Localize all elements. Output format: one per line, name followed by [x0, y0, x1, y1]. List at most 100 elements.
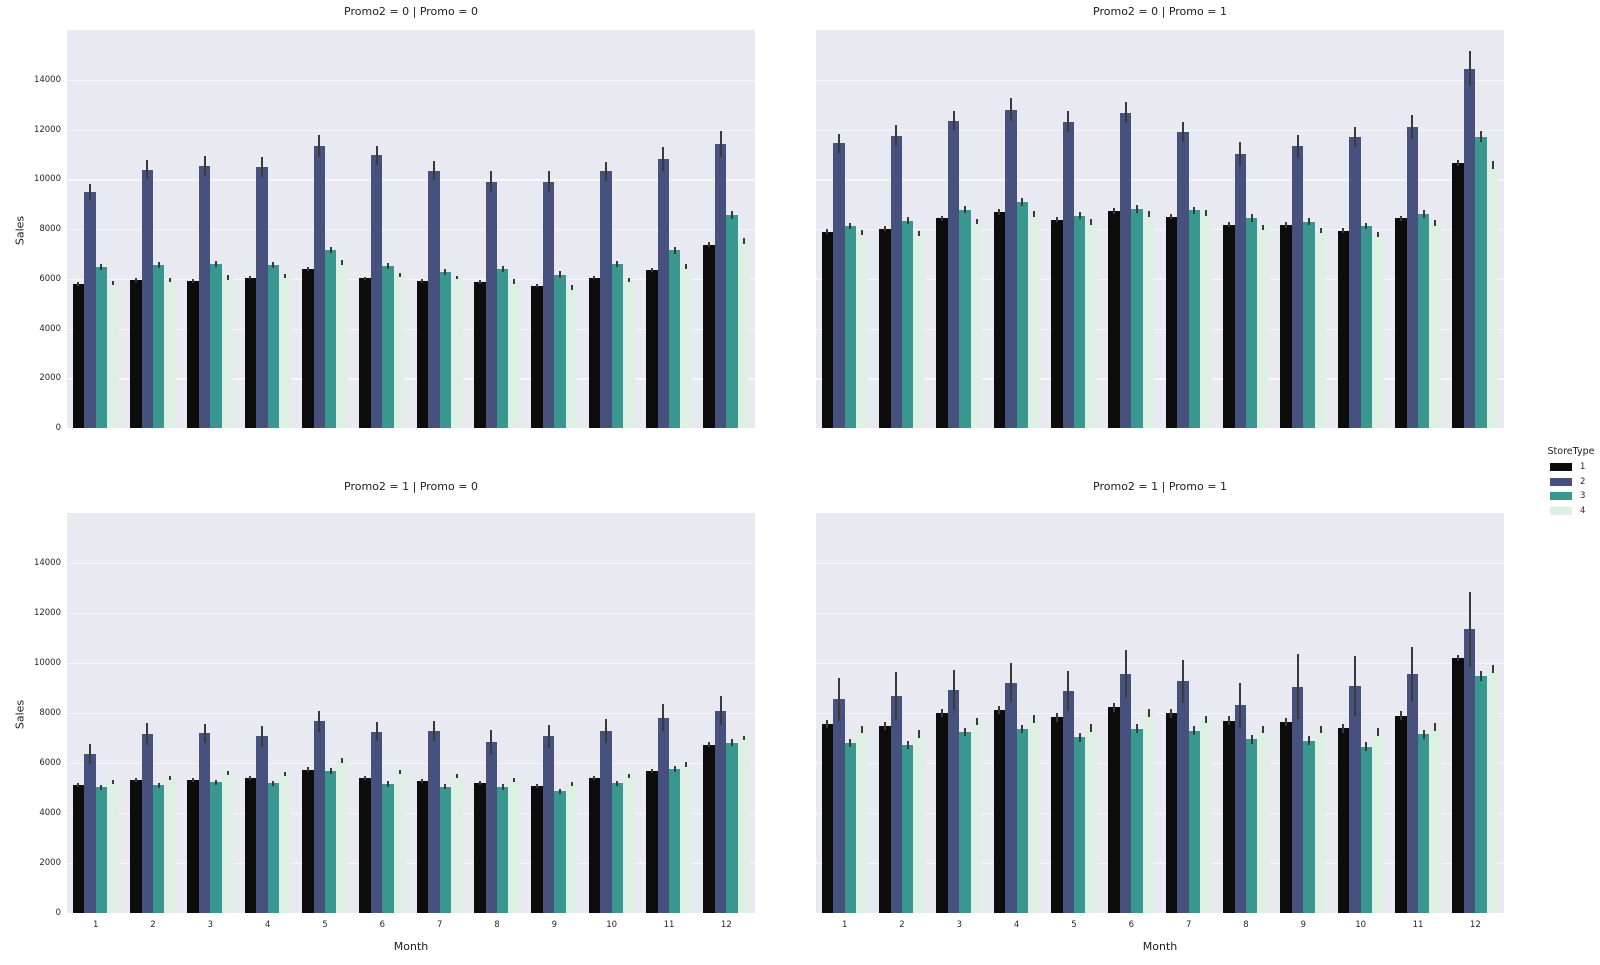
bar-storetype3-month6	[382, 265, 394, 428]
error-bar-storetype4-month11	[685, 264, 688, 270]
bar-storetype2-month2	[141, 169, 153, 428]
error-bar-storetype3-month8	[1250, 214, 1253, 223]
bar-storetype1-month5	[302, 769, 314, 913]
error-bar-storetype3-month9	[559, 271, 562, 278]
error-bar-storetype3-month10	[1365, 742, 1368, 752]
error-bar-storetype3-month12	[731, 739, 734, 747]
bar-storetype4-month5	[1085, 727, 1097, 913]
bar-storetype2-month8	[1234, 705, 1246, 913]
y-tick-label-14000: 14000	[33, 74, 61, 85]
bar-storetype3-month4	[267, 783, 280, 913]
gridline-8000	[67, 229, 755, 231]
error-bar-storetype1-month8	[478, 781, 481, 786]
bar-storetype2-month2	[141, 733, 153, 913]
error-bar-storetype3-month10	[616, 260, 619, 267]
error-bar-storetype4-month3	[226, 275, 229, 280]
bar-storetype3-month2	[153, 264, 165, 428]
bar-storetype3-month11	[1418, 213, 1430, 428]
bar-storetype3-month7	[439, 786, 452, 913]
bar-storetype3-month10	[611, 783, 624, 913]
error-bar-storetype1-month3	[192, 778, 195, 782]
bar-storetype1-month1	[821, 723, 834, 913]
y-tick-label-10000: 10000	[33, 174, 61, 185]
error-bar-storetype2-month1	[837, 677, 840, 721]
error-bar-storetype2-month2	[895, 672, 898, 720]
bar-storetype4-month8	[1257, 729, 1269, 913]
error-bar-storetype4-month3	[975, 218, 978, 225]
error-bar-storetype1-month9	[1285, 222, 1288, 228]
error-bar-storetype4-month8	[1262, 224, 1265, 231]
error-bar-storetype4-month2	[169, 775, 172, 780]
bar-storetype4-month11	[680, 764, 692, 913]
bar-storetype2-month1	[84, 754, 96, 913]
error-bar-storetype1-month5	[306, 767, 309, 772]
error-bar-storetype1-month1	[826, 719, 829, 728]
bar-storetype4-month5	[1085, 221, 1097, 428]
bar-storetype2-month12	[1463, 629, 1476, 913]
error-bar-storetype4-month7	[1204, 210, 1207, 216]
error-bar-storetype3-month5	[329, 246, 332, 254]
bar-storetype3-month11	[1418, 734, 1430, 913]
error-bar-storetype2-month4	[260, 725, 263, 747]
bar-storetype4-month7	[451, 277, 463, 428]
bar-storetype3-month9	[1303, 740, 1315, 913]
legend-swatch-storetype-1	[1550, 463, 1572, 472]
error-bar-storetype2-month9	[1296, 654, 1299, 720]
error-bar-storetype1-month4	[249, 275, 252, 280]
error-bar-storetype4-month12	[742, 735, 745, 740]
error-bar-storetype4-month11	[1434, 219, 1437, 226]
error-bar-storetype3-month2	[906, 216, 909, 225]
x-tick-label-month-2: 2	[150, 920, 156, 930]
bar-storetype3-month2	[153, 785, 165, 913]
error-bar-storetype2-month12	[1468, 591, 1471, 667]
bar-storetype1-month7	[416, 780, 429, 913]
x-tick-label-month-4: 4	[264, 920, 271, 930]
error-bar-storetype3-month2	[906, 740, 909, 749]
error-bar-storetype4-month9	[1319, 227, 1322, 233]
bar-storetype1-month5	[1051, 219, 1063, 428]
gridline-4000	[816, 813, 1504, 815]
error-bar-storetype4-month4	[283, 274, 286, 279]
error-bar-storetype2-month8	[1239, 142, 1242, 167]
bar-storetype3-month3	[210, 782, 222, 913]
bar-storetype2-month5	[1062, 121, 1074, 428]
y-tick-label-4000: 4000	[39, 323, 61, 334]
subplot-promo2-1-promo-0	[67, 513, 755, 913]
bar-storetype1-month12	[703, 744, 715, 913]
error-bar-storetype1-month10	[593, 275, 596, 280]
error-bar-storetype1-month8	[1227, 221, 1230, 228]
gridline-2000	[67, 378, 755, 380]
bar-storetype4-month7	[1200, 213, 1212, 428]
error-bar-storetype2-month10	[604, 719, 607, 744]
error-bar-storetype4-month12	[1491, 160, 1494, 169]
bar-storetype4-month2	[913, 233, 925, 428]
bar-storetype1-month4	[993, 212, 1006, 428]
error-bar-storetype1-month2	[134, 778, 137, 783]
error-bar-storetype4-month12	[742, 237, 745, 244]
error-bar-storetype1-month6	[1113, 703, 1116, 712]
error-bar-storetype3-month4	[272, 261, 275, 268]
bar-storetype1-month6	[359, 777, 371, 913]
y-tick-label-6000: 6000	[39, 758, 61, 768]
error-bar-storetype4-month9	[570, 285, 573, 290]
bar-storetype2-month2	[890, 696, 902, 913]
bar-storetype1-month2	[130, 280, 142, 428]
gridline-2000	[816, 378, 1504, 380]
bar-storetype2-month11	[657, 717, 669, 913]
bar-storetype3-month1	[844, 226, 857, 428]
bar-storetype4-month11	[680, 266, 692, 428]
gridline-14000	[67, 79, 755, 82]
x-tick-label-month-6: 6	[1128, 920, 1135, 930]
x-tick-label-month-1: 1	[92, 920, 99, 930]
error-bar-storetype2-month11	[662, 703, 665, 732]
bar-storetype2-month4	[1005, 109, 1017, 428]
gridline-14000	[67, 563, 755, 565]
error-bar-storetype3-month7	[1193, 726, 1196, 735]
bar-storetype2-month7	[1177, 132, 1189, 428]
error-bar-storetype4-month11	[1434, 723, 1437, 731]
bar-storetype1-month1	[821, 231, 834, 428]
bar-storetype1-month11	[646, 770, 658, 913]
error-bar-storetype3-month2	[157, 261, 160, 268]
error-bar-storetype1-month2	[883, 721, 886, 730]
bar-storetype4-month1	[107, 282, 119, 428]
